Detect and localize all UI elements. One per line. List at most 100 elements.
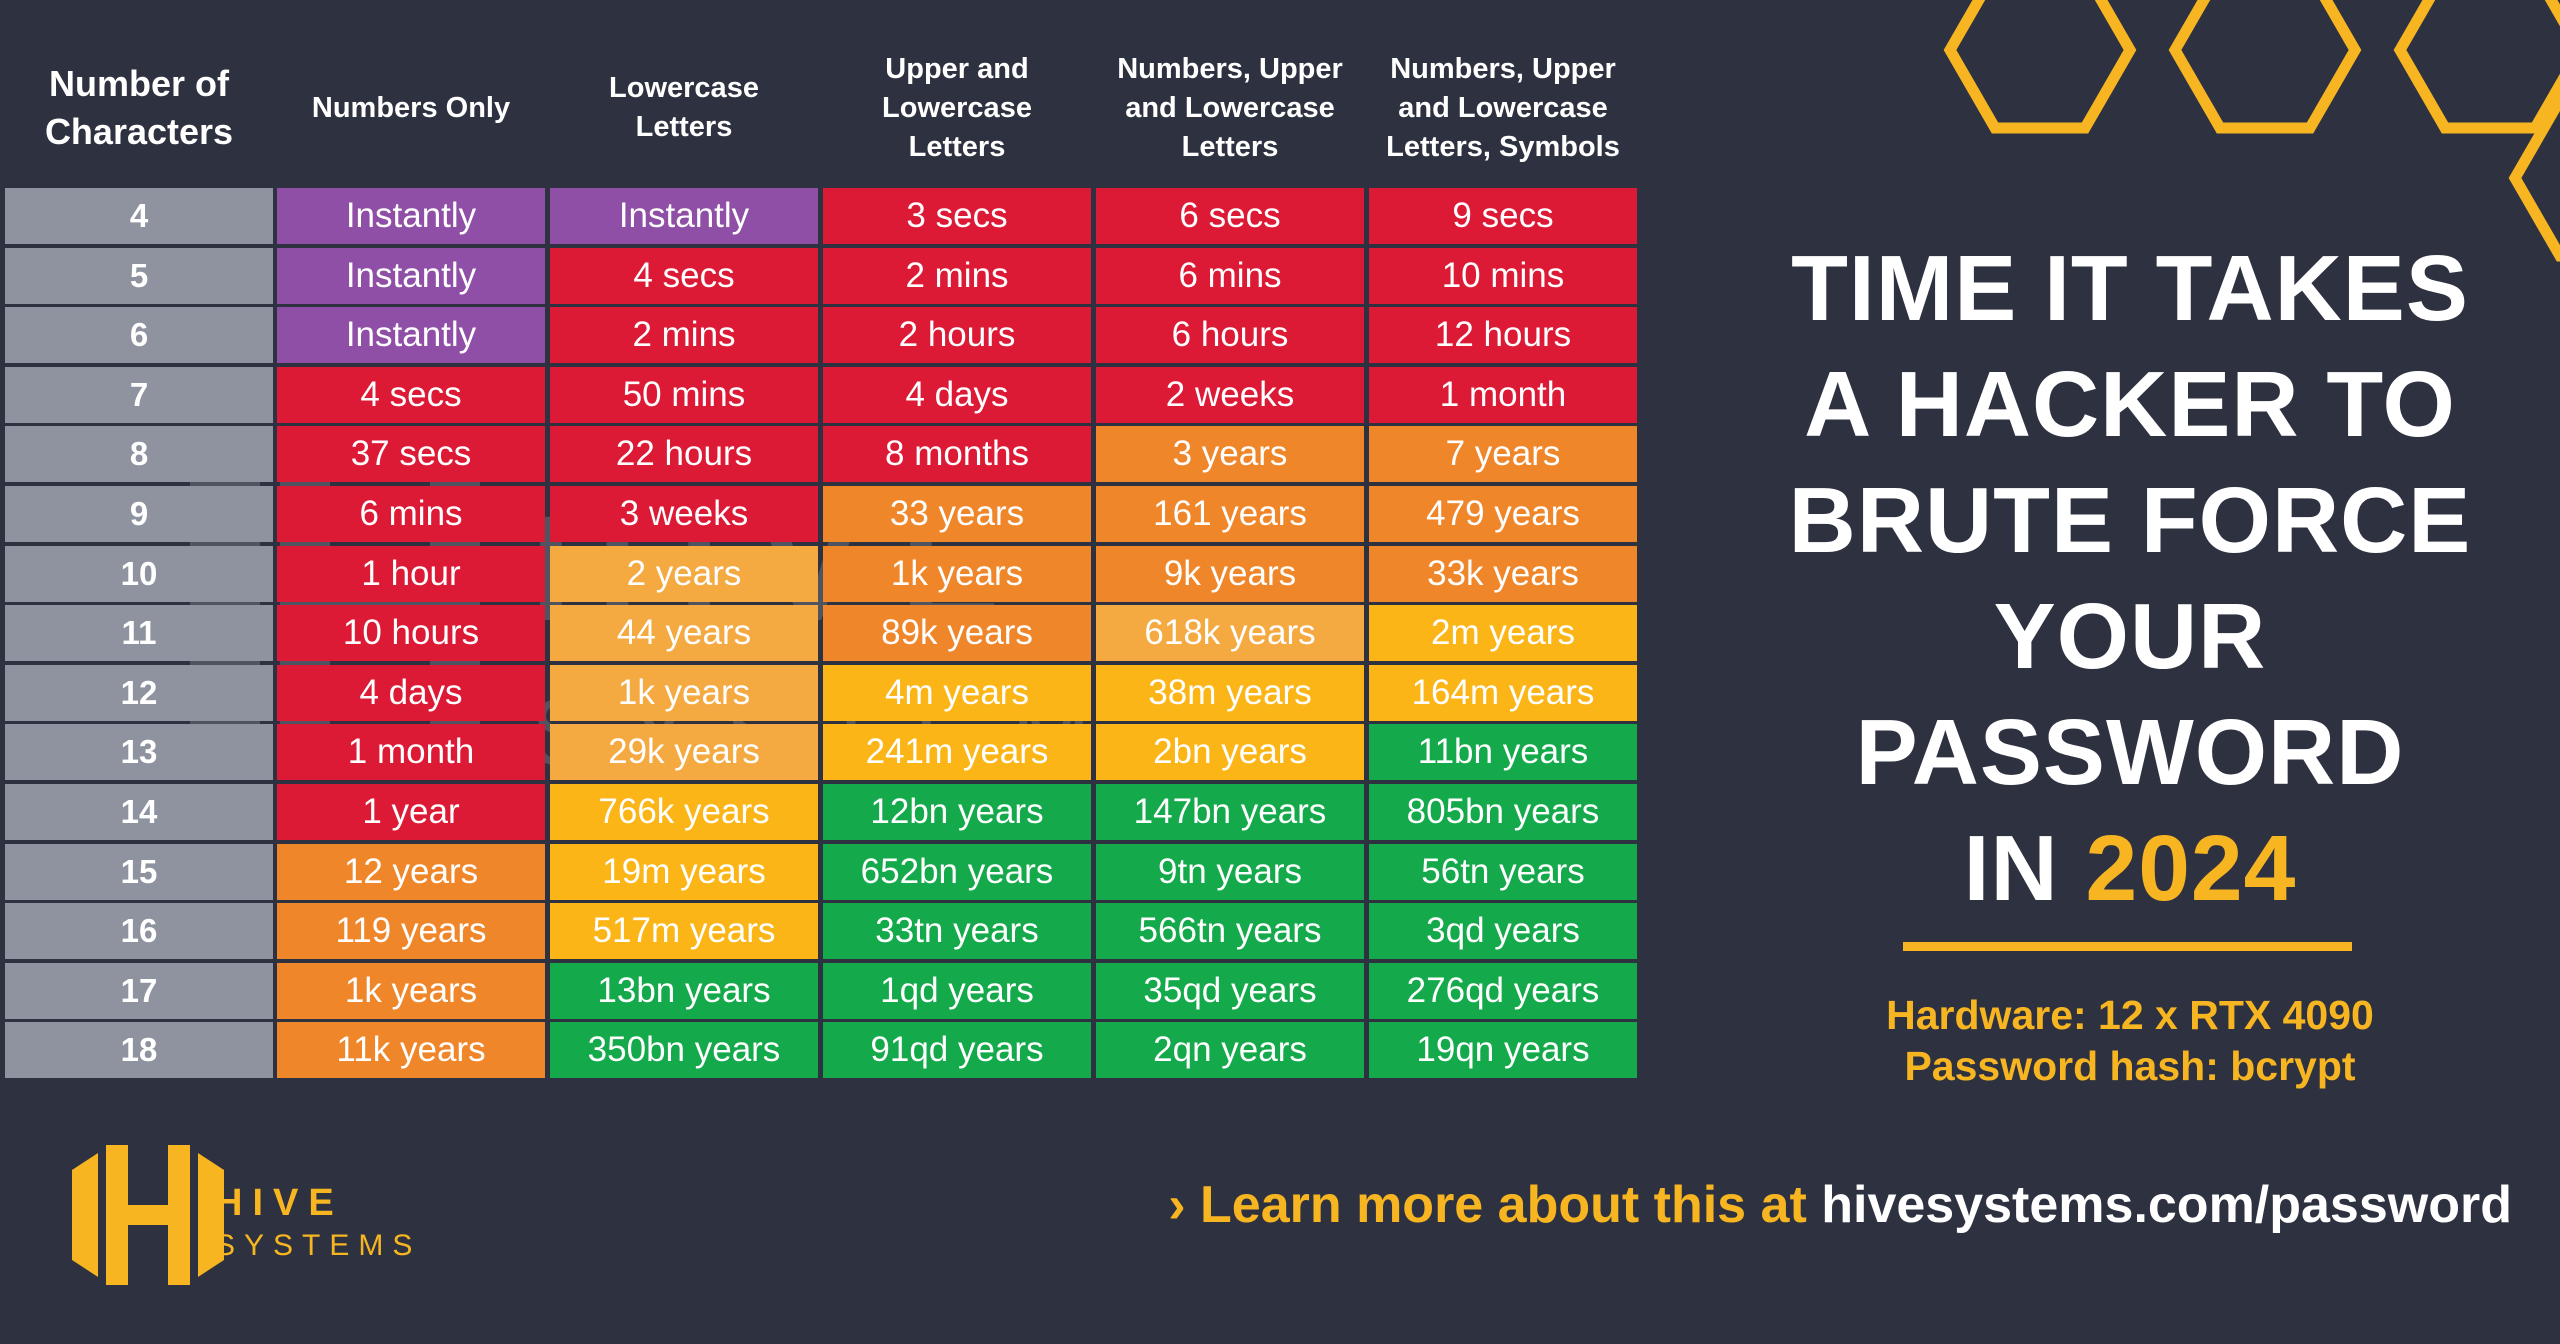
time-cell: 22 hours <box>550 426 818 483</box>
table-row: 17 1k years 13bn years 1qd years 35qd years 2… <box>5 962 1640 1019</box>
footer-url-link[interactable]: hivesystems.com/password <box>1821 1176 2512 1234</box>
time-cell: 19m years <box>550 843 818 900</box>
time-cell: 6 mins <box>277 486 545 542</box>
time-cell: 29k years <box>550 724 818 781</box>
specs: Hardware: 12 x RTX 4090 Password hash: b… <box>1760 990 2500 1092</box>
table-row: 13 1 month 29k years 241m years 2bn years 11b… <box>5 724 1640 781</box>
time-cell: 2 weeks <box>1096 366 1364 423</box>
time-cell: 652bn years <box>823 843 1091 900</box>
time-cell: 4 days <box>823 366 1091 423</box>
title-line-6: IN 2024 <box>1760 810 2500 926</box>
time-cell: 479 years <box>1369 486 1637 542</box>
time-cell: 9tn years <box>1096 843 1364 900</box>
title-line-4: YOUR <box>1993 584 2267 688</box>
char-count-cell: 6 <box>5 307 273 364</box>
time-cell: Instantly <box>277 307 545 364</box>
char-count-cell: 5 <box>5 247 273 304</box>
time-cell: 4m years <box>823 664 1091 721</box>
time-cell: 91qd years <box>823 1022 1091 1079</box>
time-cell: 10 mins <box>1369 247 1637 304</box>
time-cell: 805bn years <box>1369 784 1637 840</box>
time-cell: 12bn years <box>823 784 1091 840</box>
time-cell: 147bn years <box>1096 784 1364 840</box>
time-cell: 241m years <box>823 724 1091 781</box>
title-line-1: TIME IT TAKES <box>1791 236 2469 340</box>
hash-text: Password hash: bcrypt <box>1904 1043 2356 1089</box>
time-cell: 566tn years <box>1096 903 1364 960</box>
table-row: 6 Instantly 2 mins 2 hours 6 hours 12 hours <box>5 307 1640 364</box>
char-count-cell: 13 <box>5 724 273 781</box>
time-cell: 38m years <box>1096 664 1364 721</box>
logo-word-hive: HIVE <box>215 1182 344 1224</box>
header-lowercase: Lowercase Letters <box>609 72 759 143</box>
time-cell: 4 secs <box>550 247 818 304</box>
time-cell: 4 secs <box>277 366 545 423</box>
header-numbers-upper-lower: Numbers, Upper and Lowercase Letters <box>1117 52 1343 163</box>
time-cell: 1 year <box>277 784 545 840</box>
time-cell: 6 secs <box>1096 188 1364 244</box>
time-cell: 2bn years <box>1096 724 1364 781</box>
time-cell: 11k years <box>277 1022 545 1079</box>
header-number-of-characters: Number of Characters <box>44 63 234 152</box>
time-cell: 618k years <box>1096 605 1364 662</box>
divider <box>1903 942 2352 951</box>
time-cell: 3 weeks <box>550 486 818 542</box>
time-cell: 1 month <box>277 724 545 781</box>
time-cell: 161 years <box>1096 486 1364 542</box>
logo-word-systems: SYSTEMS <box>215 1229 421 1262</box>
time-cell: 33 years <box>823 486 1091 542</box>
char-count-cell: 17 <box>5 962 273 1019</box>
time-cell: 1 hour <box>277 545 545 602</box>
table-row: 12 4 days 1k years 4m years 38m years 164m ye… <box>5 664 1640 721</box>
time-cell: 1 month <box>1369 366 1637 423</box>
time-cell: 9 secs <box>1369 188 1637 244</box>
time-cell: 2 mins <box>823 247 1091 304</box>
time-cell: 276qd years <box>1369 962 1637 1019</box>
table-row: 16 119 years 517m years 33tn years 566tn yea… <box>5 903 1640 960</box>
time-cell: 3 years <box>1096 426 1364 483</box>
time-cell: 12 years <box>277 843 545 900</box>
title-line-2: A HACKER TO <box>1804 352 2456 456</box>
time-cell: 33tn years <box>823 903 1091 960</box>
time-cell: 517m years <box>550 903 818 960</box>
time-cell: 2 hours <box>823 307 1091 364</box>
time-cell: 89k years <box>823 605 1091 662</box>
time-cell: 50 mins <box>550 366 818 423</box>
time-cell: 8 months <box>823 426 1091 483</box>
main-title: TIME IT TAKES A HACKER TO BRUTE FORCE YO… <box>1760 230 2500 926</box>
table-row: 4 Instantly Instantly 3 secs 6 secs 9 secs <box>5 188 1640 244</box>
time-cell: 2 years <box>550 545 818 602</box>
char-count-cell: 12 <box>5 664 273 721</box>
footer-cta: › Learn more about this at hivesystems.c… <box>1168 1175 2512 1235</box>
table-row: 5 Instantly 4 secs 2 mins 6 mins 10 mins <box>5 247 1640 304</box>
hardware-text: Hardware: 12 x RTX 4090 <box>1886 992 2374 1038</box>
header-numbers-only: Numbers Only <box>311 91 511 124</box>
time-cell: 7 years <box>1369 426 1637 483</box>
header-numbers-upper-lower-symbols: Numbers, Upper and Lowercase Letters, Sy… <box>1386 52 1620 163</box>
char-count-cell: 8 <box>5 426 273 483</box>
title-year: 2024 <box>2085 816 2297 920</box>
time-cell: 13bn years <box>550 962 818 1019</box>
title-in: IN <box>1963 816 2086 920</box>
time-cell: 10 hours <box>277 605 545 662</box>
time-cell: 2m years <box>1369 605 1637 662</box>
time-cell: 44 years <box>550 605 818 662</box>
table-row: 18 11k years 350bn years 91qd years 2qn year… <box>5 1022 1640 1079</box>
time-cell: 12 hours <box>1369 307 1637 364</box>
table-row: 10 1 hour 2 years 1k years 9k years 33k years <box>5 545 1640 602</box>
time-cell: 1k years <box>550 664 818 721</box>
time-cell: 350bn years <box>550 1022 818 1079</box>
footer-prefix: › Learn more about this at <box>1168 1176 1822 1234</box>
time-cell: 1k years <box>277 962 545 1019</box>
time-cell: 2 mins <box>550 307 818 364</box>
header-upper-lower: Upper and Lowercase Letters <box>882 52 1032 163</box>
char-count-cell: 14 <box>5 784 273 840</box>
time-cell: 164m years <box>1369 664 1637 721</box>
char-count-cell: 9 <box>5 486 273 542</box>
title-line-3: BRUTE FORCE <box>1788 468 2472 572</box>
time-cell: 119 years <box>277 903 545 960</box>
time-cell: Instantly <box>277 188 545 244</box>
time-cell: 3qd years <box>1369 903 1637 960</box>
